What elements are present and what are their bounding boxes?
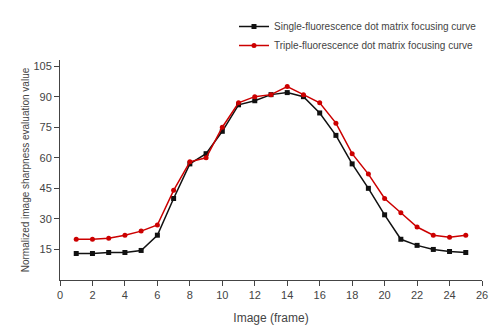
svg-text:6: 6	[154, 289, 160, 301]
svg-text:14: 14	[281, 289, 293, 301]
svg-text:20: 20	[378, 289, 390, 301]
svg-text:18: 18	[346, 289, 358, 301]
svg-text:Normalized image sharpness eva: Normalized image sharpness evaluation va…	[20, 67, 31, 272]
svg-text:16: 16	[314, 289, 326, 301]
svg-text:Single-fluorescence dot matrix: Single-fluorescence dot matrix focusing …	[274, 21, 476, 32]
svg-text:10: 10	[216, 289, 228, 301]
svg-text:90: 90	[40, 91, 52, 103]
svg-text:75: 75	[40, 121, 52, 133]
svg-text:15: 15	[40, 243, 52, 255]
svg-text:4: 4	[122, 289, 128, 301]
svg-text:22: 22	[411, 289, 423, 301]
svg-text:0: 0	[57, 289, 63, 301]
svg-text:105: 105	[33, 60, 51, 72]
svg-text:60: 60	[40, 152, 52, 164]
svg-text:26: 26	[476, 289, 488, 301]
svg-text:8: 8	[187, 289, 193, 301]
svg-text:45: 45	[40, 182, 52, 194]
svg-text:24: 24	[443, 289, 455, 301]
svg-text:Image (frame): Image (frame)	[233, 311, 308, 325]
svg-text:12: 12	[249, 289, 261, 301]
svg-text:30: 30	[40, 213, 52, 225]
svg-text:Triple-fluorescence dot matrix: Triple-fluorescence dot matrix focusing …	[274, 40, 473, 51]
svg-text:2: 2	[89, 289, 95, 301]
